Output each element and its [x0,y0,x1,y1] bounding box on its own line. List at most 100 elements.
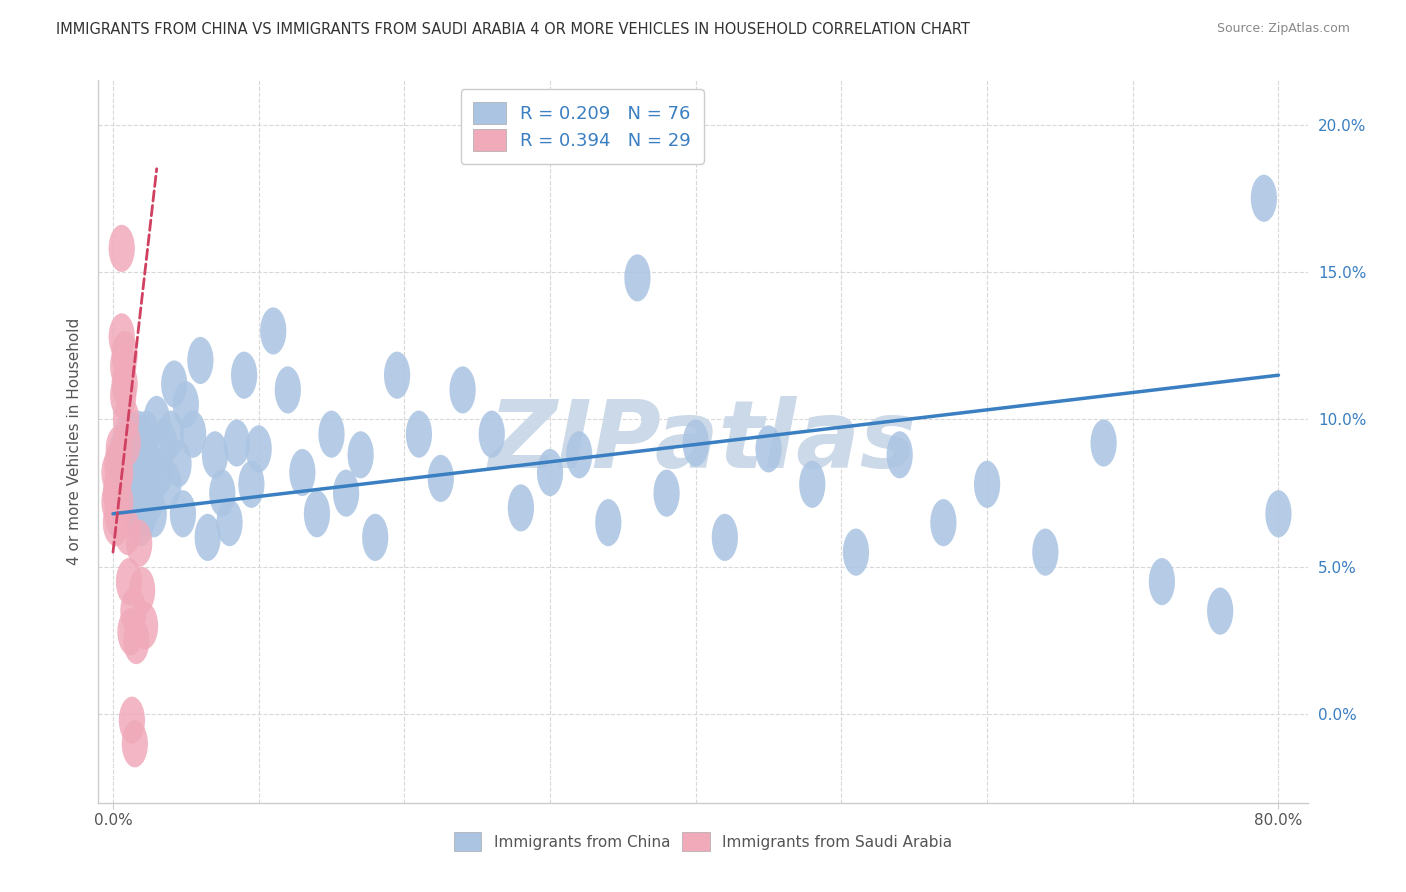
Ellipse shape [129,423,155,469]
Ellipse shape [108,225,135,272]
Ellipse shape [478,410,505,458]
Ellipse shape [104,491,131,537]
Ellipse shape [101,478,128,525]
Ellipse shape [107,449,134,496]
Ellipse shape [508,484,534,532]
Ellipse shape [111,360,138,408]
Ellipse shape [101,449,128,496]
Ellipse shape [624,254,651,301]
Ellipse shape [111,331,138,378]
Ellipse shape [318,410,344,458]
Ellipse shape [129,460,155,508]
Ellipse shape [1208,588,1233,635]
Ellipse shape [111,455,138,502]
Ellipse shape [1149,558,1175,605]
Ellipse shape [114,469,141,516]
Ellipse shape [117,608,143,656]
Ellipse shape [654,469,679,516]
Ellipse shape [120,460,145,508]
Ellipse shape [238,460,264,508]
Ellipse shape [217,499,243,546]
Ellipse shape [132,487,157,534]
Ellipse shape [146,449,173,496]
Ellipse shape [682,419,709,467]
Ellipse shape [347,431,374,478]
Ellipse shape [333,469,359,516]
Ellipse shape [173,381,198,428]
Ellipse shape [166,440,191,487]
Ellipse shape [122,720,148,767]
Ellipse shape [304,491,330,537]
Ellipse shape [887,431,912,478]
Ellipse shape [974,460,1000,508]
Ellipse shape [103,469,129,516]
Ellipse shape [127,431,152,478]
Ellipse shape [450,367,475,414]
Ellipse shape [1265,491,1292,537]
Ellipse shape [124,458,149,505]
Ellipse shape [122,440,148,487]
Ellipse shape [537,449,564,496]
Ellipse shape [209,469,235,516]
Ellipse shape [107,440,134,487]
Ellipse shape [138,475,165,523]
Ellipse shape [224,419,250,467]
Ellipse shape [711,514,738,561]
Ellipse shape [110,343,136,390]
Legend: Immigrants from China, Immigrants from Saudi Arabia: Immigrants from China, Immigrants from S… [444,823,962,860]
Ellipse shape [129,567,155,614]
Ellipse shape [115,558,142,605]
Ellipse shape [1251,175,1277,222]
Ellipse shape [595,499,621,546]
Ellipse shape [143,396,170,443]
Ellipse shape [131,446,156,493]
Ellipse shape [290,449,315,496]
Ellipse shape [427,455,454,502]
Ellipse shape [170,491,195,537]
Ellipse shape [105,425,132,473]
Ellipse shape [134,410,160,458]
Ellipse shape [121,588,146,635]
Ellipse shape [120,419,145,467]
Ellipse shape [128,499,153,546]
Ellipse shape [842,529,869,575]
Ellipse shape [567,431,592,478]
Ellipse shape [127,520,152,567]
Ellipse shape [202,431,228,478]
Ellipse shape [1091,419,1116,467]
Ellipse shape [1032,529,1059,575]
Ellipse shape [114,419,141,467]
Ellipse shape [155,460,181,508]
Ellipse shape [117,449,143,496]
Ellipse shape [103,499,129,546]
Ellipse shape [104,440,131,487]
Ellipse shape [104,460,131,508]
Ellipse shape [260,308,287,354]
Ellipse shape [132,602,157,649]
Y-axis label: 4 or more Vehicles in Household: 4 or more Vehicles in Household [67,318,83,566]
Ellipse shape [274,367,301,414]
Ellipse shape [141,491,167,537]
Ellipse shape [112,396,139,443]
Ellipse shape [127,478,152,525]
Ellipse shape [120,697,145,744]
Text: ZIPatlas: ZIPatlas [489,395,917,488]
Ellipse shape [110,372,136,419]
Ellipse shape [122,484,148,532]
Ellipse shape [187,337,214,384]
Ellipse shape [115,431,142,478]
Ellipse shape [931,499,956,546]
Ellipse shape [150,419,177,467]
Ellipse shape [114,410,141,458]
Ellipse shape [162,360,187,408]
Ellipse shape [157,410,184,458]
Ellipse shape [799,460,825,508]
Ellipse shape [180,410,207,458]
Ellipse shape [406,410,432,458]
Ellipse shape [124,617,149,665]
Ellipse shape [246,425,271,473]
Ellipse shape [384,351,411,399]
Ellipse shape [125,410,150,458]
Text: IMMIGRANTS FROM CHINA VS IMMIGRANTS FROM SAUDI ARABIA 4 OR MORE VEHICLES IN HOUS: IMMIGRANTS FROM CHINA VS IMMIGRANTS FROM… [56,22,970,37]
Ellipse shape [755,425,782,473]
